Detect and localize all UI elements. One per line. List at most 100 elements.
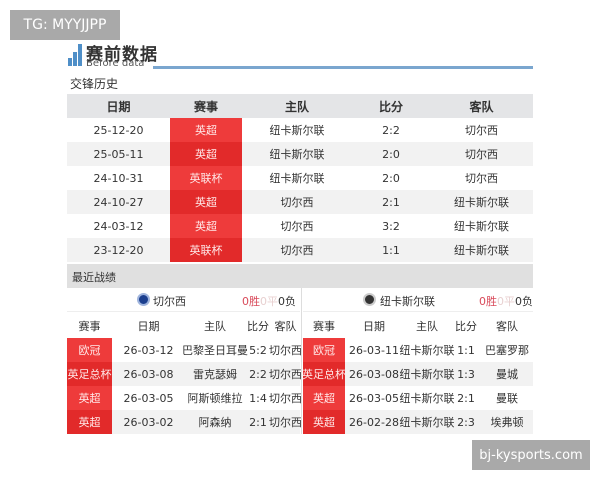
record-wins: 0胜 <box>242 295 260 308</box>
competition-badge: 英超 <box>170 142 242 166</box>
recent-column-header: 赛事 <box>78 319 101 333</box>
recent-cell: 切尔西 <box>269 344 302 357</box>
recent-cell: 26-03-02 <box>123 415 174 429</box>
h2h-cell: 切尔西 <box>465 124 498 137</box>
competition-badge: 英足总杯 <box>302 362 346 386</box>
recent-cell: 1:1 <box>457 343 475 357</box>
competition-badge: 英超 <box>67 386 112 410</box>
recent-cell: 曼城 <box>496 368 518 381</box>
h2h-row[interactable]: 24-10-27 英超 切尔西 2:1 纽卡斯尔联 <box>67 190 533 214</box>
header-title: 赛前数据 <box>86 45 158 65</box>
h2h-row[interactable]: 23-12-20 英联杯 切尔西 1:1 纽卡斯尔联 <box>67 238 533 262</box>
recent-column-header: 日期 <box>363 319 385 333</box>
h2h-cell: 24-10-31 <box>93 171 144 185</box>
header-subtitle: Before data <box>86 58 145 69</box>
recent-row[interactable]: 英足总杯 26-03-08 纽卡斯尔联 1:3 曼城 <box>302 362 533 386</box>
recent-cell: 2:3 <box>457 415 475 429</box>
bar-chart-logo-icon <box>68 44 82 66</box>
recent-row[interactable]: 欧冠 26-03-12 巴黎圣日耳曼 5:2 切尔西 <box>67 338 302 362</box>
recent-cell: 纽卡斯尔联 <box>399 392 455 405</box>
h2h-cell: 2:0 <box>382 171 400 185</box>
recent-row[interactable]: 英超 26-03-02 阿森纳 2:1 切尔西 <box>67 410 302 434</box>
recent-section-title: 最近战绩 <box>72 271 116 284</box>
h2h-cell: 25-05-11 <box>93 147 144 161</box>
record-losses: 0负 <box>278 295 296 308</box>
record-draws: 0平 <box>497 295 515 308</box>
recent-cell: 纽卡斯尔联 <box>399 416 455 429</box>
recent-cell: 26-03-05 <box>123 391 174 405</box>
chelsea-crest-icon <box>137 293 150 306</box>
column-divider <box>301 288 302 434</box>
recent-row[interactable]: 英足总杯 26-03-08 雷克瑟姆 2:2 切尔西 <box>67 362 302 386</box>
recent-row[interactable]: 英超 26-02-28 纽卡斯尔联 2:3 埃弗顿 <box>303 410 533 434</box>
competition-badge: 英足总杯 <box>67 362 112 386</box>
recent-row[interactable]: 英超 26-03-05 纽卡斯尔联 2:1 曼联 <box>303 386 533 410</box>
recent-cell: 阿森纳 <box>198 416 232 429</box>
recent-cell: 26-02-28 <box>349 415 399 429</box>
competition-badge: 英超 <box>170 118 242 142</box>
recent-row[interactable]: 欧冠 26-03-11 纽卡斯尔联 1:1 巴塞罗那 <box>303 338 533 362</box>
h2h-row[interactable]: 24-10-31 英联杯 纽卡斯尔联 2:0 切尔西 <box>67 166 533 190</box>
competition-badge: 英超 <box>170 190 242 214</box>
h2h-cell: 2:2 <box>382 123 400 137</box>
h2h-row[interactable]: 25-12-20 英超 纽卡斯尔联 2:2 切尔西 <box>67 118 533 142</box>
recent-row[interactable]: 英超 26-03-05 阿斯顿维拉 1:4 切尔西 <box>67 386 302 410</box>
h2h-cell: 切尔西 <box>280 220 314 233</box>
recent-cell: 雷克瑟姆 <box>193 368 237 381</box>
recent-cell: 2:2 <box>249 367 267 381</box>
h2h-cell: 切尔西 <box>465 148 498 161</box>
recent-cell: 5:2 <box>249 343 267 357</box>
h2h-cell: 2:0 <box>382 147 400 161</box>
newcastle-crest-icon <box>363 293 376 306</box>
recent-column-header: 主队 <box>416 319 438 333</box>
recent-cell: 切尔西 <box>269 392 302 405</box>
recent-column-header: 赛事 <box>313 319 335 333</box>
record-losses: 0负 <box>515 295 533 308</box>
h2h-row[interactable]: 25-05-11 英超 纽卡斯尔联 2:0 切尔西 <box>67 142 533 166</box>
h2h-cell: 24-03-12 <box>93 219 144 233</box>
team-header: 切尔西 0胜0平0负 <box>67 288 300 312</box>
recent-cell: 1:4 <box>249 391 267 405</box>
competition-badge: 英超 <box>303 410 345 434</box>
recent-column-header: 比分 <box>455 319 477 333</box>
header-divider <box>153 66 533 69</box>
recent-cell: 切尔西 <box>269 416 302 429</box>
h2h-cell: 25-12-20 <box>93 123 144 137</box>
recent-cell: 埃弗顿 <box>490 416 524 429</box>
recent-header-row: 赛事 日期 主队 比分 客队 <box>303 313 533 338</box>
recent-cell: 26-03-11 <box>349 343 399 357</box>
h2h-column-header: 日期 <box>106 99 131 114</box>
recent-cell: 2:1 <box>457 391 475 405</box>
recent-cell: 26-03-12 <box>123 343 174 357</box>
team-record: 0胜0平0负 <box>479 293 533 309</box>
team-header: 纽卡斯尔联 0胜0平0负 <box>303 288 533 312</box>
competition-badge: 英联杯 <box>170 166 242 190</box>
h2h-column-header: 比分 <box>378 99 403 114</box>
h2h-cell: 1:1 <box>382 243 400 257</box>
h2h-column-header: 主队 <box>284 99 309 114</box>
recent-column-header: 客队 <box>496 319 518 333</box>
competition-badge: 英超 <box>67 410 112 434</box>
h2h-cell: 切尔西 <box>465 172 498 185</box>
team-name: 切尔西 <box>153 295 186 308</box>
recent-cell: 巴塞罗那 <box>485 344 529 357</box>
h2h-cell: 切尔西 <box>280 196 314 209</box>
recent-column-header: 比分 <box>247 319 269 333</box>
competition-badge: 英联杯 <box>170 238 242 262</box>
competition-badge: 英超 <box>303 386 345 410</box>
competition-badge: 英超 <box>170 214 242 238</box>
h2h-cell: 纽卡斯尔联 <box>269 148 325 161</box>
h2h-row[interactable]: 24-03-12 英超 切尔西 3:2 纽卡斯尔联 <box>67 214 533 238</box>
recent-cell: 26-03-08 <box>349 367 399 381</box>
h2h-cell: 纽卡斯尔联 <box>454 196 509 209</box>
h2h-cell: 纽卡斯尔联 <box>454 220 509 233</box>
h2h-cell: 切尔西 <box>280 244 314 257</box>
h2h-cell: 纽卡斯尔联 <box>269 172 325 185</box>
recent-cell: 1:3 <box>457 367 475 381</box>
recent-cell: 26-03-08 <box>123 367 174 381</box>
recent-cell: 26-03-05 <box>349 391 399 405</box>
h2h-section-title: 交锋历史 <box>70 77 119 91</box>
h2h-column-header: 客队 <box>469 99 494 114</box>
watermark-top-left: TG: MYYJJPP <box>10 10 120 40</box>
recent-cell: 巴黎圣日耳曼 <box>182 344 248 357</box>
